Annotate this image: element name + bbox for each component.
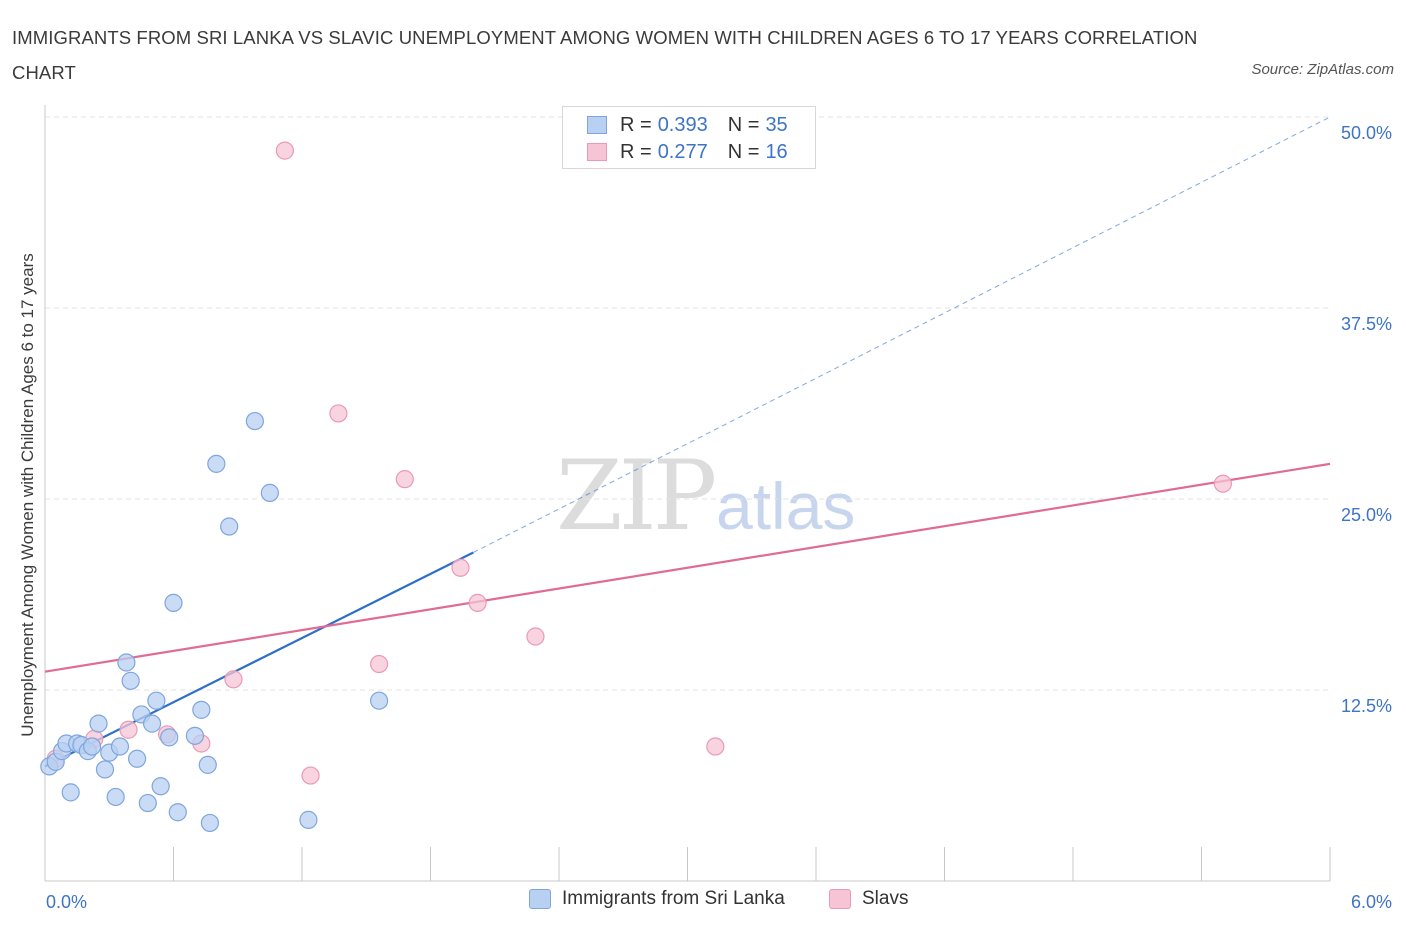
- point-sri-lanka: [117, 653, 136, 672]
- point-sri-lanka: [138, 793, 157, 813]
- point-sri-lanka: [168, 803, 187, 822]
- legend-row-slavs: R = 0.277 N = 16: [587, 140, 788, 164]
- legend-label: Immigrants from Sri Lanka: [562, 888, 785, 909]
- point-sri-lanka: [142, 714, 162, 733]
- point-sri-lanka: [89, 714, 108, 733]
- point-sri-lanka: [106, 787, 125, 807]
- tick-labels: 12.5% 25.0% 37.5% 50.0% 0.0% 6.0%: [46, 123, 1392, 912]
- point-sri-lanka: [299, 810, 318, 829]
- point-sri-lanka: [160, 728, 179, 747]
- point-slavs: [275, 141, 294, 160]
- r-label: R =: [620, 113, 652, 136]
- point-sri-lanka: [207, 454, 226, 473]
- point-sri-lanka: [370, 691, 389, 710]
- n-value: 35: [765, 113, 788, 136]
- point-sri-lanka: [127, 749, 147, 768]
- point-slavs: [451, 558, 470, 577]
- legend-item-slavs[interactable]: Slavs: [829, 888, 908, 910]
- axes: [44, 105, 1331, 882]
- point-sri-lanka: [198, 755, 217, 774]
- point-sri-lanka: [110, 737, 130, 756]
- y-tick-label: 37.5%: [1341, 314, 1392, 334]
- point-sri-lanka: [200, 813, 220, 833]
- source-label: Source: ZipAtlas.com: [1251, 61, 1394, 78]
- point-sri-lanka: [260, 483, 279, 502]
- legend-item-sri-lanka[interactable]: Immigrants from Sri Lanka: [529, 888, 785, 910]
- point-slavs: [706, 737, 725, 756]
- point-slavs: [224, 670, 243, 689]
- point-slavs: [119, 720, 138, 739]
- trend-line-sri-lanka: [44, 551, 474, 768]
- x-tick-label: 6.0%: [1351, 892, 1392, 912]
- legend-swatch-blue: [587, 116, 607, 134]
- trend-lines: [44, 116, 1331, 768]
- point-slavs: [1213, 474, 1233, 493]
- point-slavs: [468, 593, 487, 613]
- point-slavs: [395, 470, 414, 489]
- r-value: 0.277: [657, 140, 708, 163]
- point-sri-lanka: [164, 593, 183, 613]
- series-legend: Immigrants from Sri Lanka Slavs: [0, 888, 1406, 916]
- point-sri-lanka: [185, 726, 205, 745]
- point-sri-lanka: [220, 517, 239, 536]
- point-sri-lanka: [192, 700, 211, 719]
- data-points: [40, 141, 1233, 833]
- point-sri-lanka: [147, 691, 166, 710]
- n-value: 16: [765, 140, 788, 163]
- trend-line-slavs: [44, 462, 1331, 673]
- legend-swatch-pink: [829, 889, 851, 909]
- legend-swatch-pink: [587, 143, 607, 161]
- n-label: N =: [727, 113, 760, 136]
- point-sri-lanka: [83, 737, 102, 756]
- point-sri-lanka: [121, 671, 140, 690]
- r-label: R =: [620, 140, 652, 163]
- y-tick-label: 50.0%: [1341, 123, 1392, 143]
- y-tick-label: 12.5%: [1341, 696, 1392, 716]
- correlation-legend: R = 0.393 N = 35 R = 0.277 N = 16: [562, 106, 816, 169]
- point-sri-lanka: [245, 411, 264, 431]
- legend-swatch-blue: [529, 889, 551, 909]
- x-tick-label: 0.0%: [46, 892, 87, 912]
- legend-row-sri-lanka: R = 0.393 N = 35: [587, 113, 788, 137]
- n-label: N =: [727, 140, 760, 163]
- point-slavs: [526, 627, 545, 646]
- watermark-atlas: atlas: [716, 469, 856, 543]
- point-sri-lanka: [95, 760, 115, 779]
- grid-lines: [45, 116, 1330, 691]
- chart-title: IMMIGRANTS FROM SRI LANKA VS SLAVIC UNEM…: [12, 27, 1198, 83]
- point-slavs: [329, 404, 348, 423]
- legend-label: Slavs: [862, 888, 909, 909]
- point-slavs: [370, 654, 389, 674]
- r-value: 0.393: [657, 113, 708, 136]
- watermark-zip: ZIP: [556, 440, 717, 552]
- point-sri-lanka: [61, 783, 80, 802]
- trend-line-sri-lanka-extension: [473, 116, 1331, 553]
- y-tick-label: 25.0%: [1341, 505, 1392, 525]
- point-slavs: [301, 766, 320, 785]
- point-sri-lanka: [151, 777, 170, 796]
